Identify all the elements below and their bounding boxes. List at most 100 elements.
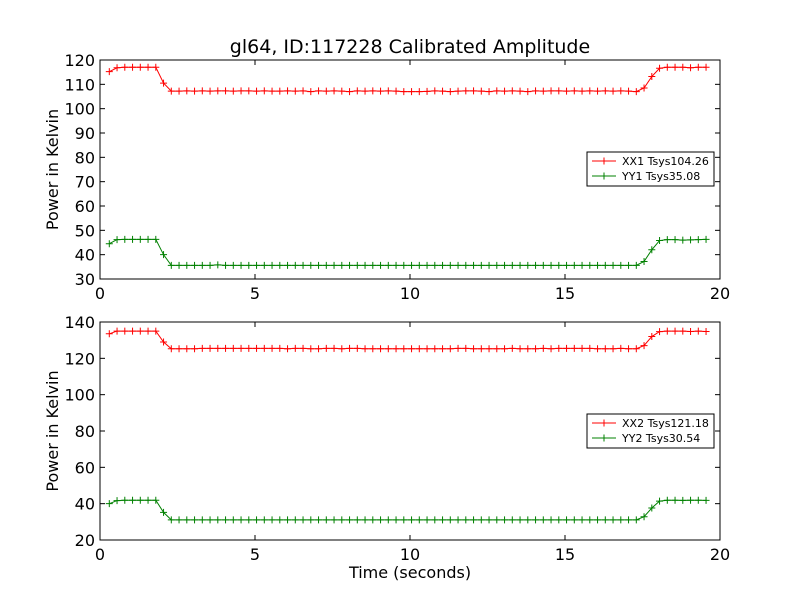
x-tick-label: 20 (710, 545, 730, 564)
data-point-marker (671, 496, 679, 504)
data-point-marker (315, 87, 323, 95)
data-point-marker (609, 516, 617, 524)
data-point-marker (470, 516, 478, 524)
data-point-marker (160, 338, 168, 346)
data-point-marker (563, 87, 571, 95)
data-point-marker (113, 327, 121, 335)
data-point-marker (408, 345, 416, 353)
data-point-marker (346, 344, 354, 352)
data-point-marker (477, 261, 485, 269)
data-point-marker (105, 330, 113, 338)
data-point-marker (121, 235, 129, 243)
data-point-marker (237, 516, 245, 524)
data-point-marker (408, 261, 416, 269)
data-point-marker (617, 344, 625, 352)
data-point-marker (516, 261, 524, 269)
data-point-marker (260, 87, 268, 95)
data-point-marker (253, 261, 261, 269)
data-point-marker (485, 516, 493, 524)
data-point-marker (307, 345, 315, 353)
data-point-marker (377, 87, 385, 95)
data-point-marker (291, 516, 299, 524)
data-point-marker (105, 500, 113, 508)
data-point-marker (160, 79, 168, 87)
data-point-marker (113, 497, 121, 505)
data-point-marker (284, 87, 292, 95)
data-point-marker (671, 236, 679, 244)
data-point-marker (578, 344, 586, 352)
data-point-marker (268, 261, 276, 269)
data-point-marker (454, 87, 462, 95)
data-point-marker (687, 64, 695, 72)
data-point-marker (346, 516, 354, 524)
data-point-marker (516, 87, 524, 95)
data-point-marker (462, 261, 470, 269)
data-point-marker (640, 257, 648, 265)
legend-label: YY2 Tsys30.54 (621, 432, 700, 445)
data-point-marker (353, 344, 361, 352)
data-point-marker (617, 261, 625, 269)
data-point-marker (563, 516, 571, 524)
data-point-marker (191, 516, 199, 524)
data-point-marker (152, 235, 160, 243)
y-tick-label: 60 (75, 458, 95, 477)
data-point-marker (330, 344, 338, 352)
legend-marker (600, 419, 608, 427)
data-point-marker (632, 345, 640, 353)
data-point-marker (617, 87, 625, 95)
data-point-marker (400, 88, 408, 96)
data-point-marker (423, 516, 431, 524)
data-point-marker (663, 496, 671, 504)
data-point-marker (136, 496, 144, 504)
legend-label: XX2 Tsys121.18 (622, 417, 709, 430)
data-point-marker (338, 261, 346, 269)
data-point-marker (508, 261, 516, 269)
data-point-marker (299, 261, 307, 269)
data-point-marker (431, 345, 439, 353)
data-point-marker (508, 516, 516, 524)
data-point-marker (679, 236, 687, 244)
y-tick-label: 70 (75, 173, 95, 192)
data-point-marker (222, 516, 230, 524)
data-point-marker (563, 261, 571, 269)
data-point-marker (361, 261, 369, 269)
data-point-marker (152, 63, 160, 71)
y-tick-label: 80 (75, 422, 95, 441)
data-point-marker (423, 261, 431, 269)
data-point-marker (229, 344, 237, 352)
data-point-marker (144, 327, 152, 335)
legend-marker (600, 157, 608, 165)
data-point-marker (493, 516, 501, 524)
data-point-marker (268, 344, 276, 352)
x-tick-label: 10 (400, 284, 420, 303)
data-point-marker (322, 344, 330, 352)
data-point-marker (129, 496, 137, 504)
data-point-marker (462, 344, 470, 352)
data-point-marker (206, 87, 214, 95)
data-point-marker (423, 345, 431, 353)
data-point-marker (609, 261, 617, 269)
data-point-marker (586, 344, 594, 352)
data-point-marker (361, 516, 369, 524)
data-point-marker (423, 87, 431, 95)
data-point-marker (408, 516, 416, 524)
y-tick-label: 100 (64, 100, 95, 119)
data-point-marker (578, 516, 586, 524)
data-point-marker (477, 345, 485, 353)
data-point-marker (260, 516, 268, 524)
data-point-marker (338, 516, 346, 524)
data-point-marker (307, 516, 315, 524)
data-point-marker (462, 87, 470, 95)
data-point-marker (462, 516, 470, 524)
data-point-marker (594, 261, 602, 269)
legend-label: YY1 Tsys35.08 (621, 170, 700, 183)
y-axis-label: Power in Kelvin (43, 370, 62, 491)
data-point-marker (609, 345, 617, 353)
data-point-marker (454, 516, 462, 524)
data-point-marker (384, 87, 392, 95)
data-point-marker (253, 516, 261, 524)
data-point-marker (353, 261, 361, 269)
data-point-marker (330, 261, 338, 269)
data-point-marker (384, 345, 392, 353)
